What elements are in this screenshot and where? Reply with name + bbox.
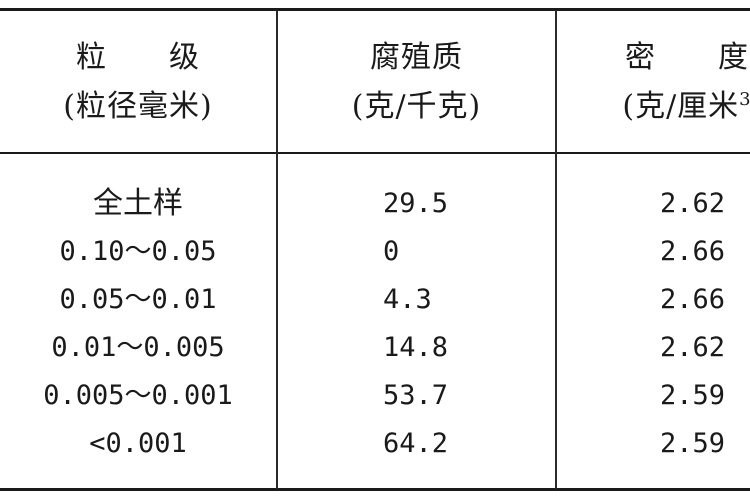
table-header-rule: [0, 152, 750, 154]
table-bottom-rule: [0, 488, 750, 491]
column-divider: [555, 10, 557, 489]
particle-size-cell: 0.01～0.005: [51, 332, 225, 363]
particle-size-cell: <0.001: [89, 428, 187, 459]
header-density-unit: (克/厘米3: [557, 89, 750, 125]
particle-size-cell: 0.10～0.05: [59, 236, 217, 267]
humus-cell: 0: [383, 236, 400, 267]
density-cell: 2.66: [660, 236, 726, 267]
header-density: 密 度: [625, 40, 749, 75]
table-row: 0.005～0.001 53.7 2.59: [0, 372, 750, 420]
header-particle-size-unit: (粒径毫米): [63, 89, 213, 124]
density-unit-exponent: 3: [739, 89, 750, 110]
humus-cell: 53.7: [383, 380, 449, 411]
humus-cell: 29.5: [383, 188, 449, 219]
particle-size-cell: 0.05～0.01: [59, 284, 217, 315]
density-cell: 2.62: [660, 332, 726, 363]
table-row: <0.001 64.2 2.59: [0, 420, 750, 468]
table-row: 全土样 29.5 2.62: [0, 180, 750, 228]
column-divider: [276, 10, 278, 489]
density-cell: 2.59: [660, 380, 726, 411]
humus-cell: 64.2: [383, 428, 449, 459]
table-top-rule: [0, 8, 750, 11]
header-humus: 腐殖质: [370, 40, 463, 75]
table-row: 0.05～0.01 4.3 2.66: [0, 276, 750, 324]
table-row: 0.01～0.005 14.8 2.62: [0, 324, 750, 372]
header-humus-unit: (克/千克): [351, 89, 482, 124]
header-particle-size: 粒 级: [76, 40, 200, 75]
particle-size-cell: 全土样: [93, 186, 183, 221]
density-cell: 2.66: [660, 284, 726, 315]
density-cell: 2.59: [660, 428, 726, 459]
density-cell: 2.62: [660, 188, 726, 219]
table-row: 0.10～0.05 0 2.66: [0, 228, 750, 276]
humus-cell: 14.8: [383, 332, 449, 363]
humus-cell: 4.3: [383, 284, 432, 315]
density-unit-text: (克/厘米: [622, 89, 740, 124]
particle-size-cell: 0.005～0.001: [43, 380, 233, 411]
